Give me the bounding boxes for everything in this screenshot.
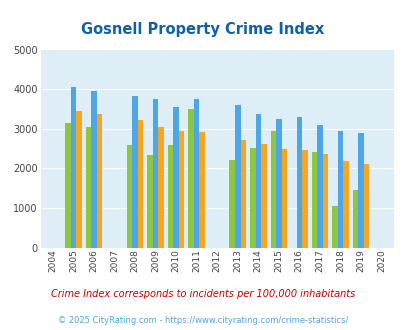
Bar <box>331 206 337 248</box>
Bar <box>322 154 327 248</box>
Bar <box>138 120 143 248</box>
Bar <box>260 144 266 248</box>
Bar <box>96 115 102 248</box>
Bar <box>85 127 91 248</box>
Bar <box>337 131 342 248</box>
Bar <box>179 131 184 248</box>
Bar <box>363 164 369 248</box>
Bar <box>188 109 194 248</box>
Bar <box>255 115 260 248</box>
Bar <box>342 161 348 248</box>
Bar <box>296 117 301 248</box>
Bar <box>147 155 152 248</box>
Bar <box>234 105 240 248</box>
Bar <box>167 145 173 248</box>
Bar <box>194 99 199 248</box>
Bar <box>91 91 96 248</box>
Bar <box>316 125 322 248</box>
Bar <box>270 131 275 248</box>
Bar <box>275 119 281 248</box>
Bar <box>199 132 205 248</box>
Bar <box>132 96 138 248</box>
Bar <box>311 152 316 248</box>
Bar <box>357 133 363 248</box>
Bar <box>281 149 286 248</box>
Bar <box>249 148 255 248</box>
Bar <box>158 127 164 248</box>
Bar <box>240 140 245 248</box>
Bar <box>70 87 76 248</box>
Bar <box>352 190 357 248</box>
Bar <box>173 107 179 248</box>
Text: © 2025 CityRating.com - https://www.cityrating.com/crime-statistics/: © 2025 CityRating.com - https://www.city… <box>58 315 347 325</box>
Bar <box>76 111 81 248</box>
Bar <box>65 123 70 248</box>
Text: Crime Index corresponds to incidents per 100,000 inhabitants: Crime Index corresponds to incidents per… <box>51 289 354 299</box>
Bar <box>301 150 307 248</box>
Bar <box>229 160 234 248</box>
Bar <box>126 145 132 248</box>
Bar <box>152 99 158 248</box>
Text: Gosnell Property Crime Index: Gosnell Property Crime Index <box>81 22 324 37</box>
